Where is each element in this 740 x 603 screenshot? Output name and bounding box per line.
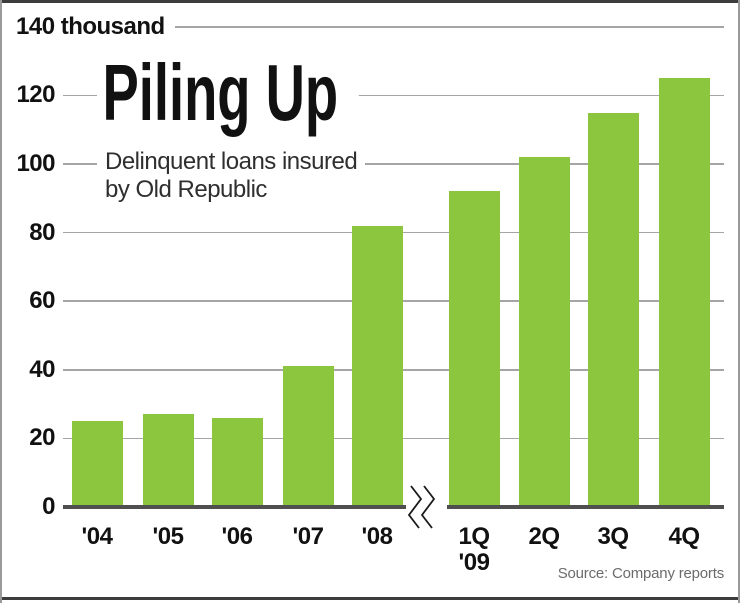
axis-break-icon (407, 485, 436, 529)
y-tick-label-120: 120 (16, 81, 55, 109)
chart-subtitle: Delinquent loans insured by Old Republic (97, 148, 366, 204)
frame-border-left (0, 0, 2, 603)
y-tick-label-100: 100 (16, 150, 55, 177)
x-tick-label-2Q: 2Q (528, 523, 560, 550)
x-axis-line-left (63, 505, 406, 509)
source-note: Source: Company reports (557, 565, 725, 582)
bar-4Q (658, 78, 710, 507)
bar-06 (211, 417, 263, 507)
x-tick-label-04: '04 (81, 523, 113, 550)
frame-border-bottom (0, 597, 740, 600)
x-tick-label-07: '07 (292, 523, 324, 550)
frame-border-top (0, 0, 740, 3)
bar-1Q-09 (448, 191, 500, 507)
x-axis-line-right (447, 505, 724, 509)
y-tick-label-60: 60 (29, 287, 55, 315)
chart-title: Piling Up (97, 53, 482, 140)
bar-2Q (518, 157, 570, 507)
y-tick-label-20: 20 (29, 424, 55, 452)
x-tick-label-08: '08 (361, 523, 393, 550)
y-tick-label-80: 80 (29, 218, 55, 246)
bar-07 (282, 366, 334, 507)
x-tick-label-06: '06 (221, 523, 253, 550)
x-tick-label-4Q: 4Q (668, 523, 700, 550)
bar-3Q (587, 112, 639, 507)
gridline-100 (63, 163, 724, 165)
y-tick-label-40: 40 (29, 355, 55, 383)
bar-05 (142, 414, 194, 507)
x-tick-label-1Q-09: 1Q '09 (458, 523, 490, 576)
x-tick-label-3Q: 3Q (597, 523, 629, 550)
x-tick-label-05: '05 (152, 523, 184, 550)
y-tick-label-0: 0 (42, 493, 55, 520)
frame-border-right (738, 0, 740, 603)
chart-title-text: Piling Up (97, 53, 359, 140)
y-tick-label-140: 140 thousand (16, 12, 175, 41)
gridline-140 (63, 26, 724, 28)
gridline-120 (63, 94, 724, 97)
bar-04 (71, 421, 123, 507)
bar-08 (351, 225, 403, 507)
